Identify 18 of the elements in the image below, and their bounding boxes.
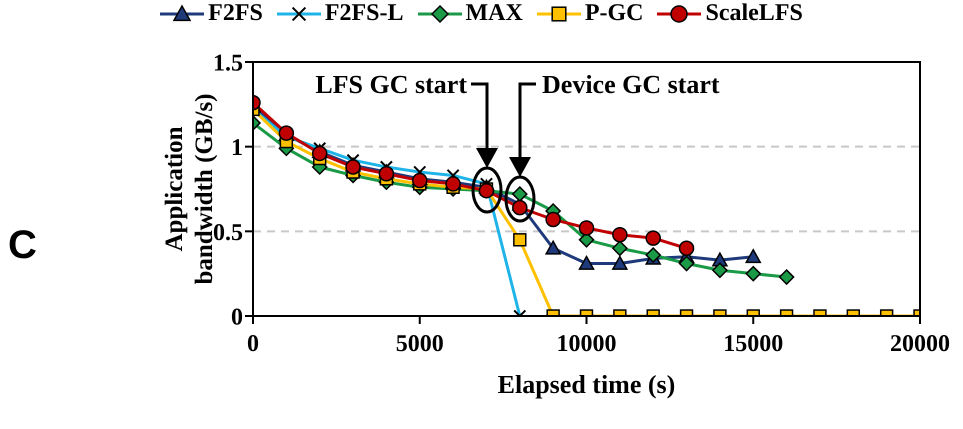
text: C <box>8 223 37 267</box>
y-tick-label: 0.5 <box>213 220 243 246</box>
legend-label: F2FS <box>208 0 263 27</box>
y-tick-label: 1 <box>231 135 243 162</box>
x-tick-label: 15000 <box>723 331 784 358</box>
x-tick-label: 10000 <box>556 331 616 358</box>
y-tick-label: 1.5 <box>213 50 243 77</box>
legend-label: MAX <box>466 0 523 27</box>
x-tick-label: 20000 <box>890 331 950 358</box>
x-tick-label: 0 <box>247 331 259 358</box>
y-tick-label: 0 <box>231 304 243 331</box>
legend-label: F2FS-L <box>324 0 404 27</box>
annotation: Device GC start <box>542 70 720 99</box>
legend-label: P-GC <box>584 0 644 27</box>
legend-label: ScaleLFS <box>705 0 803 27</box>
x-axis-title: Elapsed time (s) <box>498 370 676 399</box>
x-tick-label: 5000 <box>396 331 444 358</box>
annotation: LFS GC start <box>315 70 468 99</box>
